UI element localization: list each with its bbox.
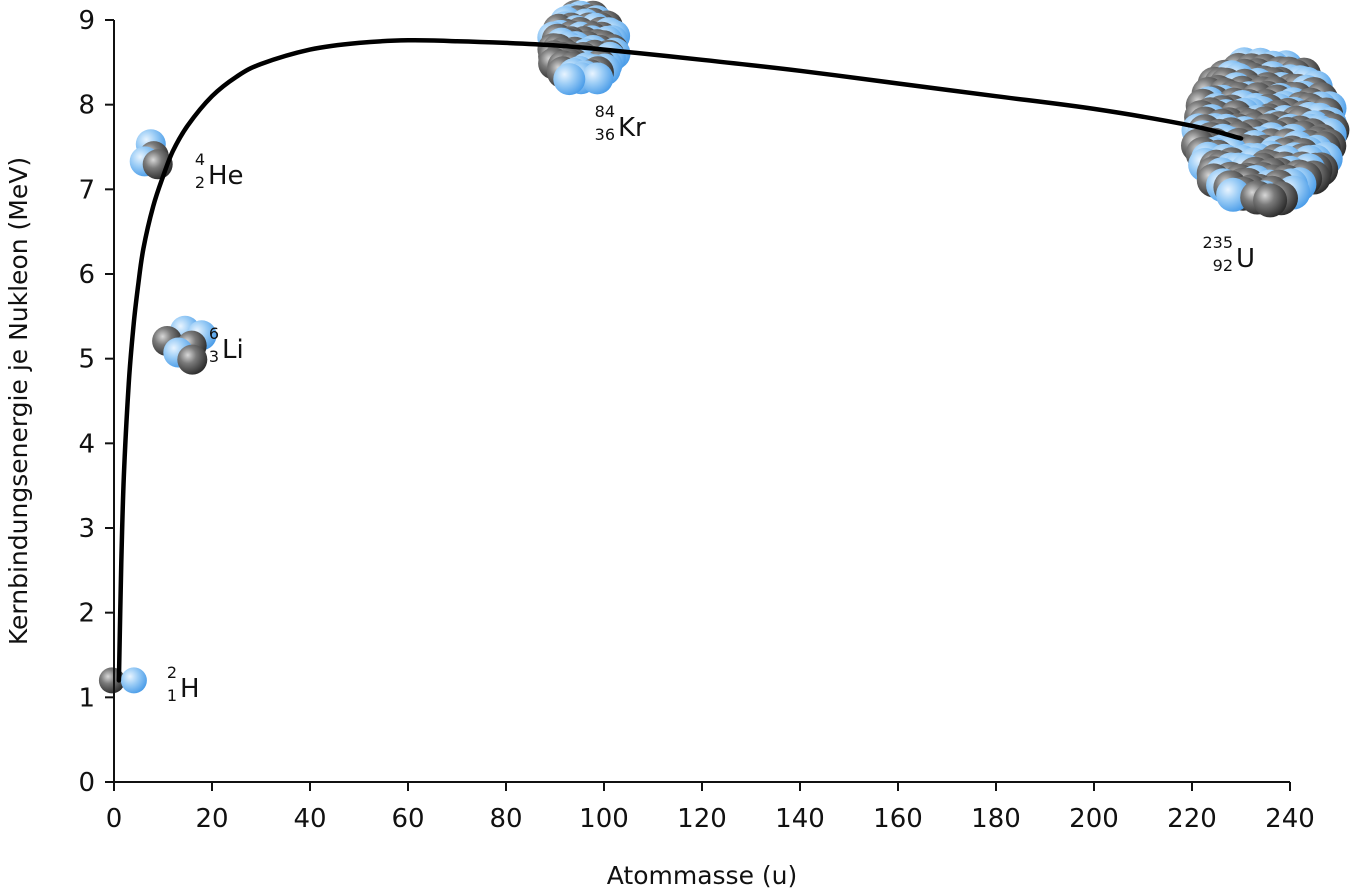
element-symbol: H [180, 674, 200, 704]
isotope-label-kr: 84 36 Kr [595, 102, 646, 144]
isotope-label-u: 235 92 U [1202, 233, 1255, 275]
nuclei-layer [98, 0, 1350, 694]
mass-number: 2 [167, 663, 177, 682]
y-tick-label: 3 [78, 514, 95, 544]
y-tick-label: 4 [78, 429, 95, 459]
x-tick-label: 160 [873, 804, 923, 834]
proton [581, 62, 614, 95]
nucleus-h-icon [98, 667, 147, 694]
element-symbol: U [1236, 244, 1255, 274]
x-ticks: 0 20 40 60 80 100 120 140 160 180 200 220 240 [106, 782, 1315, 834]
x-tick-label: 120 [677, 804, 727, 834]
element-symbol: Kr [618, 113, 646, 143]
x-tick-label: 100 [579, 804, 629, 834]
y-ticks: 0 1 2 3 4 5 6 7 8 9 [78, 6, 114, 798]
nucleus-u-icon [1181, 47, 1350, 218]
y-tick-label: 7 [78, 175, 95, 205]
nucleus-he-icon [129, 129, 173, 180]
x-tick-label: 80 [489, 804, 522, 834]
mass-number: 4 [195, 150, 205, 169]
y-tick-label: 0 [78, 768, 95, 798]
proton [553, 63, 586, 96]
y-tick-label: 5 [78, 345, 95, 375]
x-tick-label: 20 [195, 804, 228, 834]
x-tick-label: 40 [293, 804, 326, 834]
x-axis-title: Atommasse (u) [607, 861, 798, 890]
axes [113, 20, 1290, 783]
x-tick-label: 140 [775, 804, 825, 834]
isotope-label-he: 4 2 He [195, 150, 244, 192]
proton [120, 667, 147, 694]
x-tick-label: 180 [971, 804, 1021, 834]
binding-energy-curve [116, 37, 1244, 683]
x-tick-label: 0 [106, 804, 123, 834]
atomic-number: 1 [167, 686, 177, 705]
element-symbol: Li [222, 335, 244, 365]
atomic-number: 92 [1213, 256, 1233, 275]
y-tick-label: 9 [78, 6, 95, 36]
mass-number: 84 [595, 102, 615, 121]
y-tick-label: 1 [78, 683, 95, 713]
y-tick-label: 8 [78, 91, 95, 121]
isotope-label-h: 2 1 H [167, 663, 200, 705]
mass-number: 6 [209, 324, 219, 343]
mass-number: 235 [1202, 233, 1233, 252]
element-symbol: He [208, 161, 244, 191]
isotope-label-li: 6 3 Li [209, 324, 244, 366]
nucleus-kr-icon [537, 0, 631, 96]
atomic-number: 2 [195, 173, 205, 192]
x-tick-label: 60 [391, 804, 424, 834]
y-tick-label: 2 [78, 599, 95, 629]
atomic-number: 3 [209, 347, 219, 366]
x-tick-label: 240 [1265, 804, 1315, 834]
x-tick-label: 220 [1167, 804, 1217, 834]
x-tick-label: 200 [1069, 804, 1119, 834]
neutron [1253, 183, 1288, 218]
nucleus-li-icon [152, 315, 217, 375]
y-tick-label: 6 [78, 260, 95, 290]
neutron [177, 344, 208, 375]
atomic-number: 36 [595, 125, 615, 144]
y-axis-title: Kernbindungsenergie je Nukleon (MeV) [4, 157, 33, 645]
